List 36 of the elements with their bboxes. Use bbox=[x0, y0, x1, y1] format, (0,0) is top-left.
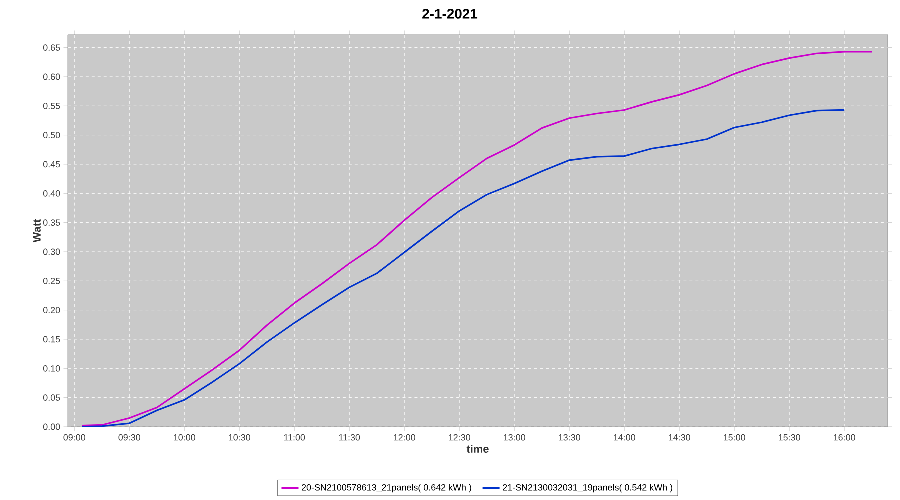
y-tick-label: 0.25 bbox=[43, 278, 60, 284]
x-tick-label: 16:00 bbox=[834, 434, 856, 441]
x-axis-title: time bbox=[466, 444, 489, 453]
y-tick-label: 0.40 bbox=[43, 190, 60, 197]
y-tick-label: 0.20 bbox=[43, 307, 60, 314]
x-tick-label: 11:30 bbox=[339, 434, 360, 441]
y-tick-label: 0.50 bbox=[43, 132, 60, 138]
line-series bbox=[82, 51, 873, 427]
x-tick-label: 14:00 bbox=[614, 434, 636, 441]
x-tick-label: 15:00 bbox=[724, 434, 746, 441]
x-tick-label: 11:00 bbox=[284, 434, 306, 441]
y-tick-label: 0.60 bbox=[43, 74, 60, 80]
y-tick-label: 0.05 bbox=[43, 394, 60, 401]
x-tick-label: 09:30 bbox=[118, 434, 140, 441]
x-tick-label: 13:00 bbox=[504, 434, 526, 441]
y-tick-label: 0.10 bbox=[43, 365, 60, 372]
y-tick-label: 0.00 bbox=[43, 424, 60, 430]
x-tick-label: 09:00 bbox=[64, 434, 86, 441]
x-tick-label: 12:30 bbox=[449, 434, 470, 441]
x-tick-label: 14:30 bbox=[669, 434, 690, 441]
legend-label: 20-SN2100578613_21panels( 0.642 kWh ) bbox=[302, 484, 472, 493]
y-axis-title: Watt bbox=[33, 219, 41, 243]
x-tick-label: 15:30 bbox=[779, 434, 800, 441]
y-tick-label: 0.35 bbox=[43, 220, 60, 226]
x-tick-label: 12:00 bbox=[394, 434, 416, 441]
y-tick-label: 0.30 bbox=[43, 248, 60, 256]
line-series bbox=[82, 109, 846, 427]
y-tick-label: 0.15 bbox=[43, 336, 60, 343]
legend-label: 21-SN2130032031_19panels( 0.542 kWh ) bbox=[503, 484, 672, 493]
y-tick-label: 0.55 bbox=[43, 102, 60, 110]
x-tick-label: 13:30 bbox=[559, 434, 580, 441]
y-tick-label: 0.45 bbox=[43, 161, 60, 168]
y-tick-label: 0.65 bbox=[43, 44, 60, 51]
x-tick-label: 10:30 bbox=[229, 434, 250, 441]
x-tick-label: 10:00 bbox=[174, 434, 196, 441]
chart-title: 2-1-2021 bbox=[422, 9, 478, 19]
